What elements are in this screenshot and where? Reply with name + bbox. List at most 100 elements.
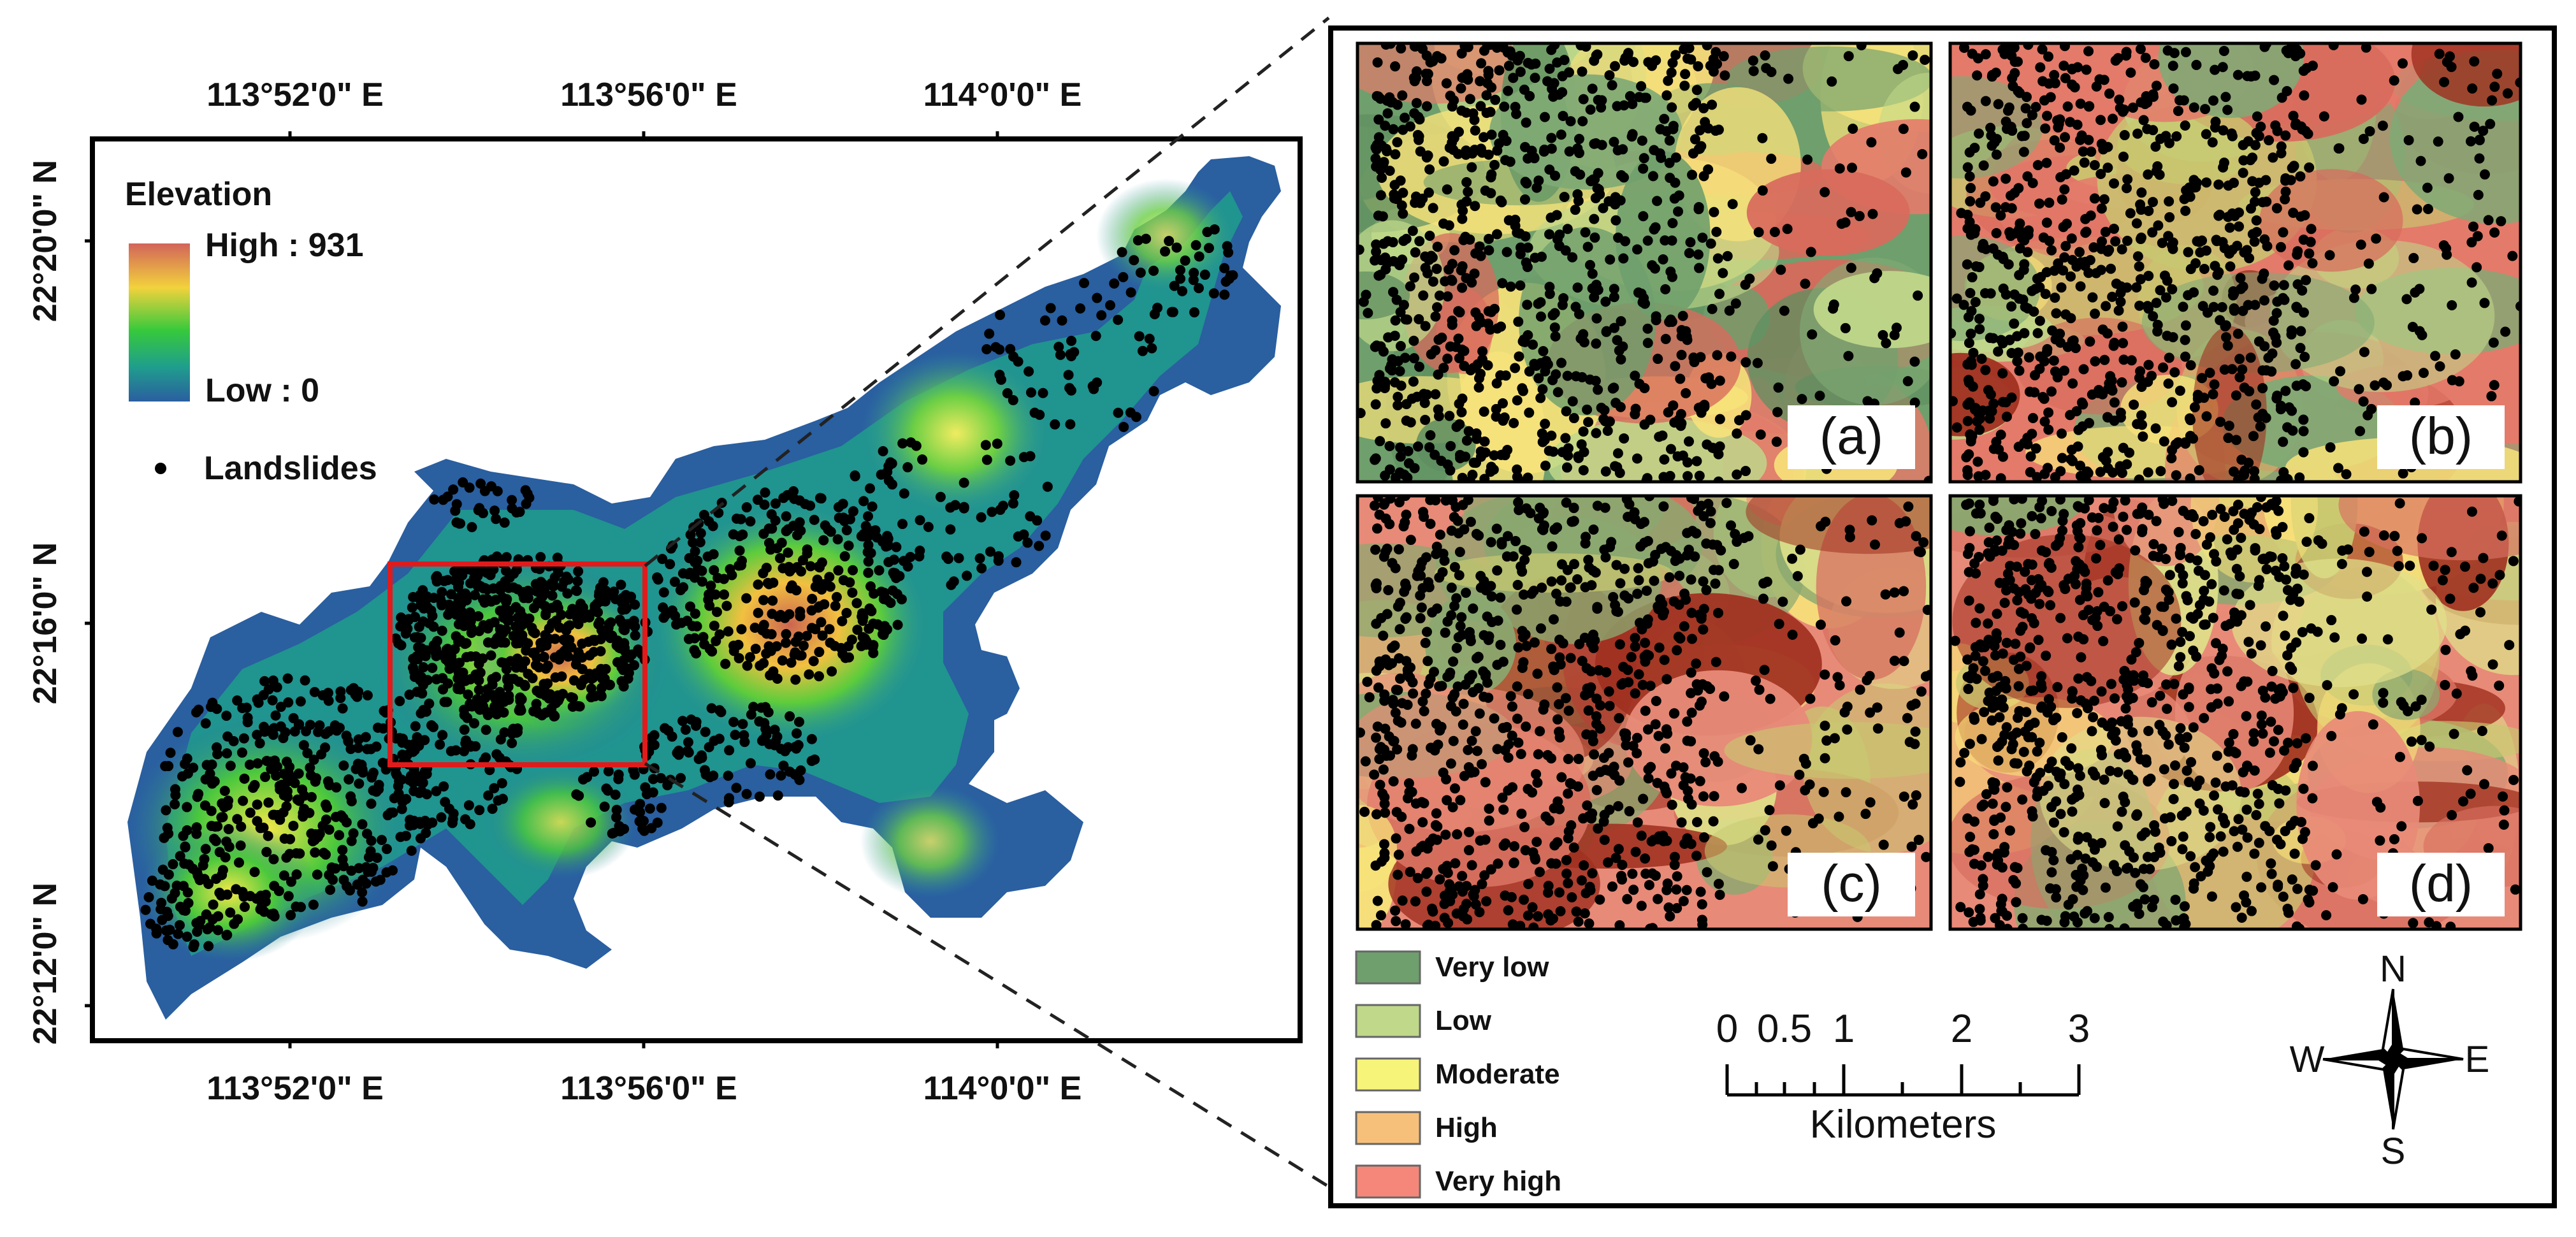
panel-landslide-point [1773, 382, 1784, 393]
panel-landslide-point [2223, 180, 2234, 191]
panel-landslide-point [1815, 619, 1826, 630]
panel-landslide-point [1976, 734, 1987, 744]
panel-landslide-point [1658, 501, 1669, 512]
panel-landslide-point [1666, 768, 1677, 779]
panel-landslide-point [1562, 370, 1573, 381]
panel-landslide-point [2280, 386, 2291, 396]
panel-landslide-point [1447, 802, 1458, 813]
landslide-point [723, 626, 734, 637]
panel-landslide-point [2267, 665, 2278, 676]
landslide-point [724, 745, 735, 756]
landslide-point [572, 575, 583, 586]
panel-landslide-point [1642, 323, 1653, 334]
landslide-point [486, 596, 496, 607]
panel-landslide-point [1561, 462, 1572, 473]
panel-landslide-point [2145, 864, 2155, 874]
panel-landslide-point [2406, 736, 2417, 747]
landslide-point [911, 440, 922, 451]
landslide-point [613, 769, 624, 780]
panel-landslide-point [2009, 496, 2020, 505]
landslide-point [1055, 349, 1066, 360]
panel-landslide-point [2143, 377, 2153, 387]
panel-landslide-point [2026, 593, 2037, 604]
landslide-point [1177, 286, 1188, 296]
landslide-point [492, 486, 503, 496]
panel-landslide-point [2060, 241, 2071, 252]
panel-landslide-point [1664, 135, 1675, 146]
landslide-point [728, 716, 739, 727]
panel-landslide-point [1680, 69, 1691, 80]
panel-landslide-point [1989, 137, 2000, 148]
panel-landslide-point [1657, 598, 1668, 609]
panel-landslide-point [1591, 279, 1602, 290]
panel-landslide-point [2244, 386, 2255, 396]
landslide-point [507, 495, 517, 505]
panel-landslide-point [2122, 235, 2133, 246]
panel-landslide-point [2355, 426, 2366, 437]
panel-landslide-point [1565, 116, 1576, 127]
panel-landslide-point [2208, 286, 2219, 296]
panel-landslide-point [1422, 150, 1433, 161]
panel-landslide-point [1485, 324, 1496, 335]
panel-landslide-point [1623, 665, 1633, 676]
landslide-point [295, 696, 306, 707]
panel-landslide-point [1966, 359, 1977, 370]
panel-landslide-point [1443, 918, 1454, 929]
panel-landslide-point [1554, 887, 1565, 898]
landslide-point [521, 498, 532, 509]
landslide-point [493, 795, 503, 806]
panel-landslide-point [2366, 403, 2377, 414]
landslide-point [503, 690, 514, 701]
panel-landslide-point [1591, 693, 1602, 704]
panel-landslide-point [2298, 426, 2309, 437]
panel-landslide-point [1540, 811, 1551, 822]
landslide-point [1189, 307, 1200, 318]
panel-landslide-point [2257, 365, 2268, 376]
panel-landslide-point [1549, 524, 1560, 535]
panel-landslide-point [1872, 723, 1883, 734]
panel-landslide-point [1538, 345, 1549, 356]
panel-landslide-point [1466, 767, 1477, 778]
panel-landslide-point [1586, 638, 1596, 649]
landslide-point [891, 542, 902, 553]
landslide-point [206, 806, 217, 816]
panel-landslide-point [1679, 839, 1690, 850]
panel-landslide-point [2009, 56, 2020, 67]
panel-landslide-point [1471, 458, 1482, 468]
panel-landslide-point [2223, 762, 2234, 773]
panel-landslide-point [1418, 290, 1429, 301]
panel-landslide-point [2494, 680, 2505, 691]
panel-landslide-point [2062, 633, 2073, 644]
panel-landslide-point [2247, 176, 2258, 187]
landslide-point [816, 617, 827, 628]
panel-landslide-point [1417, 696, 1428, 707]
panel-landslide-point [1500, 450, 1510, 461]
panel-landslide-point [1834, 680, 1845, 691]
panel-landslide-point [1660, 333, 1671, 344]
panel-landslide-point [1449, 245, 1460, 256]
panel-landslide-point [1503, 752, 1514, 763]
panel-landslide-point [1392, 137, 1403, 148]
landslide-point [474, 684, 484, 695]
panel-landslide-point [1371, 665, 1382, 676]
landslide-point [191, 828, 202, 839]
panel-landslide-point [1670, 50, 1681, 61]
panel-landslide-point [1370, 580, 1381, 591]
panel-landslide-point [1470, 201, 1480, 212]
panel-landslide-point [2160, 131, 2171, 141]
panel-landslide-point [1974, 603, 1985, 614]
panel-landslide-point [1475, 143, 1486, 154]
panel-landslide-point [2199, 713, 2210, 723]
panel-landslide-point [2142, 301, 2153, 312]
panel-landslide-point [1915, 547, 1926, 558]
panel-landslide-point [1379, 498, 1390, 509]
panel-landslide-point [1711, 226, 1722, 237]
landslide-point [294, 719, 305, 730]
panel-landslide-point [2016, 131, 2027, 141]
panel-landslide-point [2310, 860, 2321, 871]
panel-landslide-point [2018, 608, 2029, 619]
landslide-point [1148, 265, 1159, 276]
panel-landslide-point [1454, 398, 1465, 409]
panel-landslide-point [1834, 811, 1844, 822]
panel-landslide-point [1964, 171, 1975, 182]
